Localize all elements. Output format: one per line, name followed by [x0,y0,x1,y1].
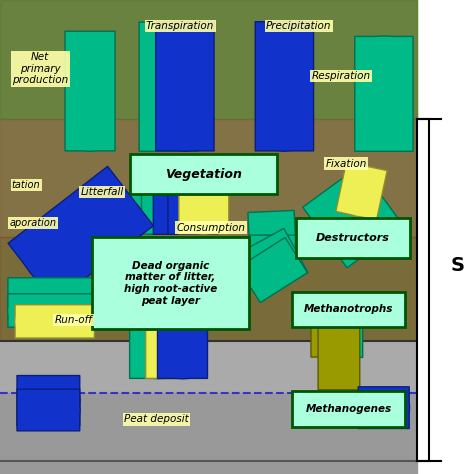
FancyBboxPatch shape [92,237,249,329]
FancyBboxPatch shape [296,218,410,258]
Text: Fixation: Fixation [325,158,367,169]
Text: tation: tation [12,180,40,190]
Bar [0,341,417,393]
FancyBboxPatch shape [130,154,277,194]
Text: Litterfall: Litterfall [80,187,124,197]
Bar [0,237,417,341]
Text: Peat deposit: Peat deposit [124,414,189,425]
Text: Methanotrophs: Methanotrophs [304,304,393,314]
Text: Net
primary
production: Net primary production [12,52,68,85]
Bar [0,0,417,118]
Text: Consumption: Consumption [176,222,246,233]
Text: Methanogenes: Methanogenes [305,404,392,414]
FancyBboxPatch shape [292,292,405,327]
Text: Transpiration: Transpiration [146,21,214,31]
Bar [0,0,417,341]
Text: S: S [450,256,465,275]
FancyBboxPatch shape [292,391,405,427]
Text: Dead organic
matter of litter,
high root-active
peat layer: Dead organic matter of litter, high root… [124,261,217,306]
Text: aporation: aporation [9,218,56,228]
Text: Run-off: Run-off [55,315,92,325]
Bar [417,119,429,461]
Bar [0,118,417,237]
Text: Respiration: Respiration [312,71,371,81]
Text: Destructors: Destructors [316,233,390,243]
Text: Vegetation: Vegetation [165,168,242,181]
Bar [0,393,417,474]
Text: Precipitation: Precipitation [266,21,331,31]
